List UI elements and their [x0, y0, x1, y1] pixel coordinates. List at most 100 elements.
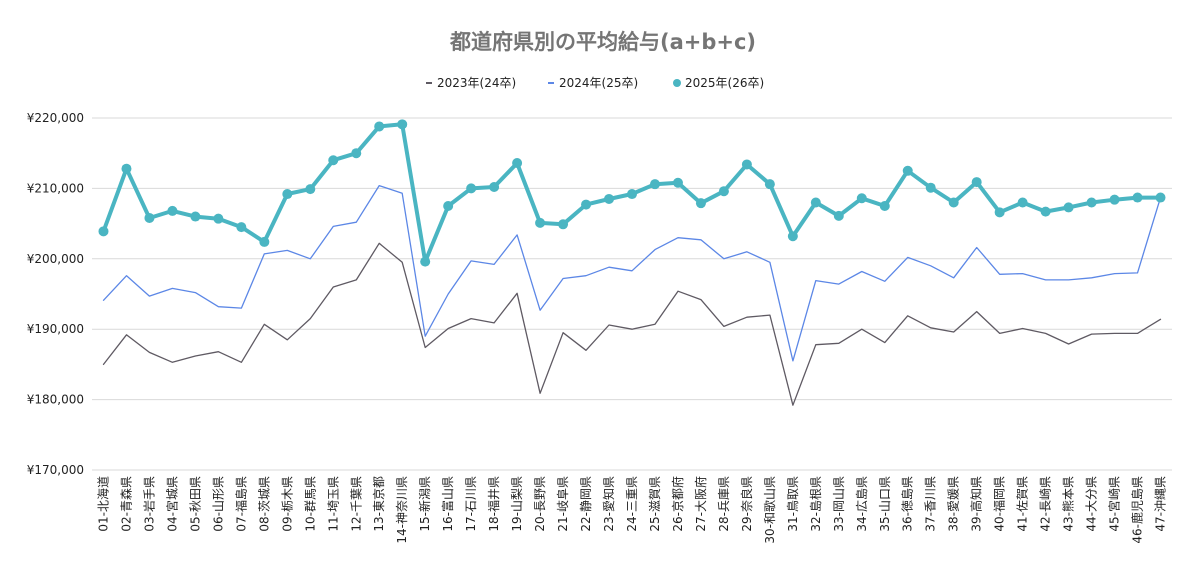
- data-point: [604, 193, 615, 204]
- x-tick-label: 04-宮城県: [164, 476, 179, 532]
- data-point: [1132, 192, 1143, 203]
- x-tick-label: 15-新潟県: [417, 476, 432, 532]
- legend-item: 2024年(25卒): [548, 76, 638, 90]
- x-tick-label: 29-奈良県: [739, 476, 754, 532]
- data-point: [718, 186, 729, 197]
- x-tick-label: 13-東京都: [372, 476, 386, 532]
- data-point: [121, 163, 132, 174]
- x-tick-label: 44-大分県: [1085, 476, 1099, 532]
- x-tick-label: 24-三重県: [625, 476, 639, 532]
- x-tick-label: 01-北海道: [95, 476, 110, 532]
- x-tick-label: 25-滋賀県: [648, 476, 662, 532]
- legend-item: 2025年(26卒): [673, 76, 764, 90]
- x-tick-label: 06-山形県: [211, 476, 225, 532]
- x-tick-label: 36-徳島県: [900, 476, 915, 532]
- legend: 2023年(24卒) 2024年(25卒) 2025年(26卒): [426, 76, 764, 90]
- data-point: [259, 236, 270, 247]
- data-point: [98, 226, 109, 237]
- x-tick-label: 39-高知県: [969, 476, 984, 532]
- data-point: [879, 201, 890, 211]
- data-point: [856, 193, 867, 204]
- data-point: [305, 184, 316, 195]
- x-tick-label: 20-長野県: [533, 476, 547, 532]
- x-tick-label: 47-沖縄県: [1153, 476, 1168, 532]
- data-point: [1063, 202, 1074, 213]
- series-line: [102, 242, 1162, 406]
- data-point: [994, 207, 1005, 218]
- x-tick-label: 07-福島県: [233, 476, 248, 532]
- data-point: [443, 201, 454, 211]
- x-tick-label: 40-福岡県: [992, 476, 1007, 532]
- x-tick-label: 41-佐賀県: [1016, 476, 1030, 532]
- x-tick-label: 03-岩手県: [141, 476, 156, 532]
- data-point: [351, 148, 362, 159]
- x-tick-label: 28-兵庫県: [717, 476, 731, 532]
- x-tick-label: 35-山口県: [878, 476, 892, 532]
- x-tick-label: 09-栃木県: [280, 476, 294, 532]
- legend-label: 2024年(25卒): [559, 76, 638, 90]
- x-tick-label: 33-岡山県: [832, 476, 846, 532]
- y-tick-label: ¥220,000: [27, 111, 84, 125]
- data-point: [512, 158, 523, 169]
- data-point: [925, 182, 936, 193]
- x-tick-label: 14-神奈川県: [395, 476, 409, 544]
- gridlines: [92, 117, 1172, 471]
- x-tick-label: 46-鹿児島県: [1130, 476, 1145, 544]
- x-tick-label: 02-青森県: [118, 476, 133, 532]
- legend-label: 2025年(26卒): [685, 76, 764, 90]
- chart-title: 都道府県別の平均給与(a+b+c): [449, 30, 756, 54]
- data-point: [558, 219, 569, 230]
- data-point: [535, 217, 546, 228]
- data-point: [627, 189, 637, 200]
- data-point: [1109, 194, 1120, 205]
- data-point: [397, 119, 408, 130]
- x-tick-label: 38-愛媛県: [947, 476, 961, 532]
- y-tick-label: ¥170,000: [27, 463, 84, 477]
- data-point: [971, 177, 982, 188]
- data-point: [581, 199, 592, 210]
- data-point: [190, 211, 201, 222]
- x-tick-label: 37-香川県: [924, 476, 938, 532]
- legend-marker: [673, 79, 681, 87]
- x-tick-label: 45-宮崎県: [1107, 476, 1122, 532]
- data-point: [420, 256, 431, 267]
- x-tick-label: 05-秋田県: [188, 476, 202, 532]
- data-point: [741, 159, 752, 170]
- data-point: [902, 165, 913, 176]
- y-tick-label: ¥200,000: [27, 252, 84, 266]
- x-tick-label: 43-熊本県: [1061, 476, 1076, 532]
- y-tick-label: ¥210,000: [27, 181, 84, 195]
- x-tick-label: 27-大阪府: [693, 476, 708, 532]
- x-axis: 01-北海道 02-青森県 03-岩手県 04-宮城県 05-秋田県 06-山形県 07-福…: [95, 476, 1167, 544]
- series-1: [102, 242, 1162, 406]
- y-tick-label: ¥180,000: [27, 393, 84, 407]
- data-point: [787, 231, 798, 242]
- series-3: [98, 119, 1166, 267]
- data-point: [672, 177, 683, 188]
- x-tick-label: 26-京都府: [670, 476, 685, 532]
- x-tick-label: 32-島根県: [808, 476, 823, 532]
- data-point: [1155, 192, 1166, 203]
- x-tick-label: 11-埼玉県: [326, 476, 340, 532]
- x-tick-label: 31-鳥取県: [785, 476, 800, 532]
- legend-item: 2023年(24卒): [426, 76, 516, 90]
- data-point: [810, 197, 821, 208]
- x-tick-label: 42-長崎県: [1039, 476, 1053, 532]
- y-tick-label: ¥190,000: [27, 322, 84, 336]
- data-point: [282, 189, 293, 200]
- x-tick-label: 18-福井県: [486, 476, 501, 532]
- data-point: [1017, 197, 1028, 208]
- data-point: [695, 198, 706, 209]
- data-point: [1040, 206, 1051, 217]
- x-tick-label: 08-茨城県: [257, 476, 271, 532]
- data-point: [167, 205, 178, 216]
- plot-area: [98, 119, 1166, 406]
- data-point: [213, 213, 224, 224]
- data-point: [374, 121, 385, 132]
- x-tick-label: 23-愛知県: [602, 476, 616, 532]
- data-point: [236, 222, 247, 233]
- data-point: [489, 181, 500, 192]
- legend-label: 2023年(24卒): [437, 76, 516, 90]
- series-line: [102, 184, 1162, 362]
